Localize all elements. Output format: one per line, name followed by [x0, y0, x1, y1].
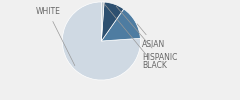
Text: WHITE: WHITE [36, 7, 75, 66]
Text: HISPANIC: HISPANIC [116, 6, 178, 62]
Text: BLACK: BLACK [104, 4, 167, 70]
Wedge shape [62, 2, 140, 80]
Text: ASIAN: ASIAN [137, 24, 166, 49]
Wedge shape [101, 9, 140, 41]
Wedge shape [101, 2, 124, 41]
Wedge shape [101, 2, 104, 41]
